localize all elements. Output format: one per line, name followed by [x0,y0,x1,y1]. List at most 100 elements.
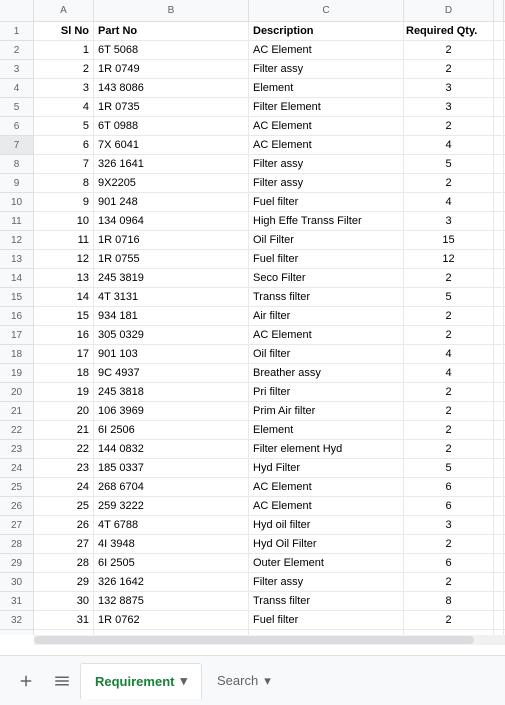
cell[interactable]: AC Element [249,117,404,135]
cell[interactable]: 2 [404,174,494,192]
cell[interactable]: 326 1641 [94,155,249,173]
row-header[interactable]: 29 [0,554,33,573]
cell[interactable]: 245 3819 [94,269,249,287]
cell[interactable]: Part No [94,22,249,40]
cell[interactable]: 14 [34,288,94,306]
cell[interactable]: 132 8875 [94,592,249,610]
cell[interactable] [494,174,504,192]
row-header[interactable]: 32 [0,611,33,630]
row-header[interactable]: 18 [0,345,33,364]
cell[interactable] [494,136,504,154]
cell[interactable] [494,440,504,458]
cell[interactable] [494,250,504,268]
cell[interactable] [494,212,504,230]
cell[interactable] [494,573,504,591]
cell[interactable]: AC Element [249,41,404,59]
cell[interactable] [494,383,504,401]
cell[interactable] [494,364,504,382]
row-header[interactable]: 17 [0,326,33,345]
cell[interactable] [494,535,504,553]
cell[interactable]: 106 3969 [94,402,249,420]
cell[interactable]: AC Element [249,136,404,154]
cell[interactable]: 27 [34,535,94,553]
cell[interactable]: 6T 5068 [94,41,249,59]
row-header[interactable]: 26 [0,497,33,516]
cell[interactable]: 4T 3131 [94,288,249,306]
cell[interactable]: Hyd Filter [249,459,404,477]
cell[interactable]: 17 [34,345,94,363]
row-header[interactable]: 20 [0,383,33,402]
cell[interactable]: Air filter [249,307,404,325]
cell[interactable]: Transs filter [249,592,404,610]
col-header-D[interactable]: D [404,0,494,21]
cell[interactable]: 1R 0762 [94,611,249,629]
cell[interactable]: Hyd Oil Filter [249,535,404,553]
cell[interactable]: 2 [404,41,494,59]
cell[interactable]: 12 [34,250,94,268]
cell[interactable]: 2 [404,60,494,78]
row-header[interactable]: 16 [0,307,33,326]
cell[interactable]: Required Qty. [404,22,494,40]
cell[interactable]: 3 [404,516,494,534]
cell[interactable]: 6I 2505 [94,554,249,572]
cell[interactable]: Filter assy [249,573,404,591]
cell[interactable]: 9X2205 [94,174,249,192]
cell[interactable]: 20 [34,402,94,420]
cell[interactable]: 24 [34,478,94,496]
cell[interactable]: 18 [34,364,94,382]
cell[interactable] [494,269,504,287]
cell[interactable]: Fuel filter [249,611,404,629]
cell[interactable]: AC Element [249,478,404,496]
cell[interactable]: 23 [34,459,94,477]
row-header[interactable]: 33 [0,630,33,635]
row-header[interactable]: 24 [0,459,33,478]
cell[interactable]: Oil filter [249,345,404,363]
cell[interactable]: 9 [34,193,94,211]
cell[interactable] [494,421,504,439]
cell[interactable]: 9C 4937 [94,364,249,382]
cell[interactable]: 2 [404,383,494,401]
cell[interactable]: Outer Element [249,554,404,572]
sheet-tab-search[interactable]: Search ▾ [202,663,286,699]
cell[interactable]: Filter assy [249,174,404,192]
cell[interactable]: 6 [404,554,494,572]
cell[interactable]: 1 [34,41,94,59]
all-sheets-button[interactable] [44,663,80,699]
cell[interactable]: 144 0832 [94,440,249,458]
cell[interactable]: 16 [34,326,94,344]
row-header[interactable]: 12 [0,231,33,250]
cell[interactable] [494,459,504,477]
cell[interactable]: Breather assy [249,364,404,382]
cell[interactable] [494,231,504,249]
row-header[interactable]: 23 [0,440,33,459]
row-header[interactable]: 6 [0,117,33,136]
cell[interactable]: 2 [34,60,94,78]
cell[interactable]: 5 [34,117,94,135]
cell[interactable] [494,79,504,97]
cell[interactable]: 6 [34,136,94,154]
cell[interactable]: 1R 0755 [94,250,249,268]
cell[interactable]: 30 [34,592,94,610]
cell[interactable]: 13 [34,269,94,287]
row-header[interactable]: 30 [0,573,33,592]
cell[interactable]: 6I 2506 [94,421,249,439]
cell[interactable]: 5 [404,155,494,173]
cell[interactable]: High Effe Transs Filter [249,212,404,230]
row-header[interactable]: 9 [0,174,33,193]
row-header[interactable]: 2 [0,41,33,60]
cell[interactable] [494,22,504,40]
cell[interactable]: 11 [34,231,94,249]
cell[interactable]: 19 [34,383,94,401]
row-header[interactable]: 5 [0,98,33,117]
cell[interactable]: 134 0964 [94,212,249,230]
cell[interactable]: 1R 0716 [94,231,249,249]
row-header[interactable]: 15 [0,288,33,307]
cell[interactable]: 6 [404,478,494,496]
cell[interactable]: 2 [404,402,494,420]
cell[interactable]: 3 [404,212,494,230]
cell[interactable]: 185 0337 [94,459,249,477]
cell[interactable]: 15 [404,231,494,249]
cell[interactable]: 268 6704 [94,478,249,496]
cell[interactable]: Description [249,22,404,40]
row-header[interactable]: 11 [0,212,33,231]
